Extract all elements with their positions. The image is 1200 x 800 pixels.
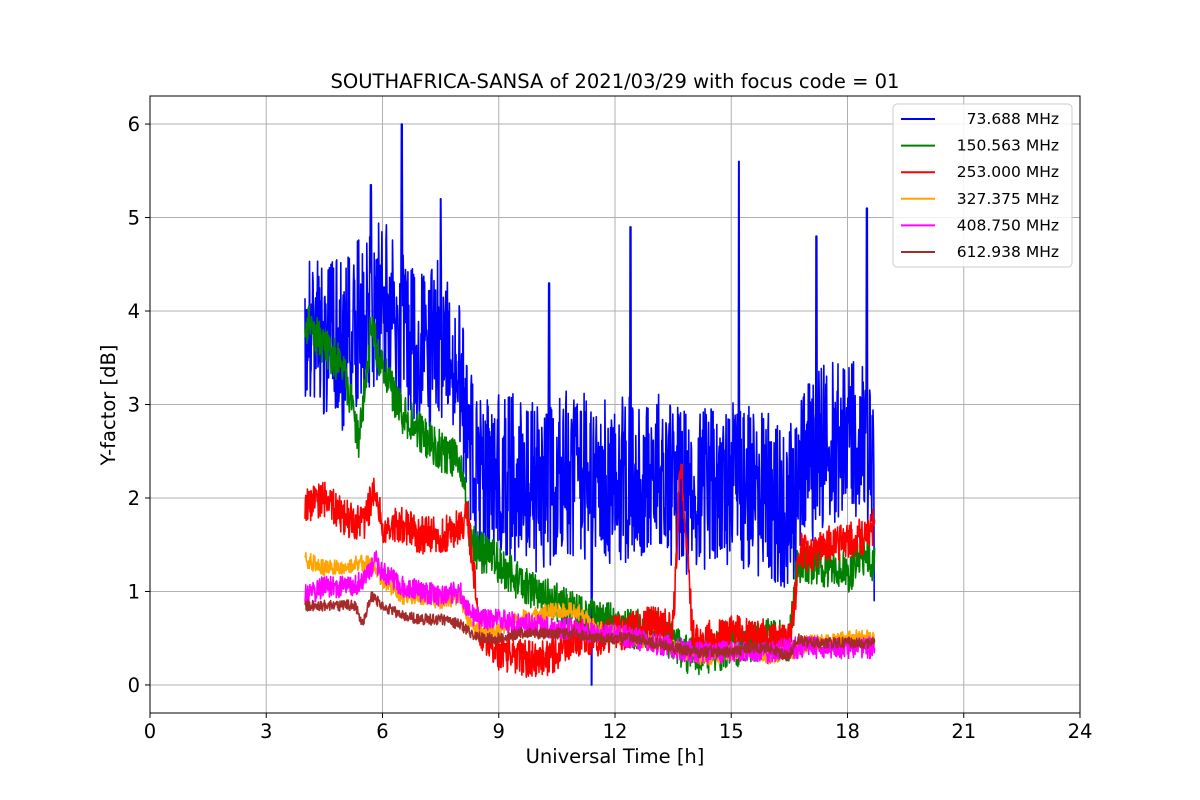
y-axis-label: Y-factor [dB] [97,345,120,467]
y-tick-label: 0 [128,674,140,697]
series-line-0 [304,123,876,686]
series-line-4 [304,550,876,665]
y-tick-label: 2 [128,487,140,510]
x-tick-label: 0 [144,720,156,743]
x-tick-label: 12 [603,720,628,743]
x-tick-label: 18 [835,720,860,743]
x-axis-label: Universal Time [h] [526,745,705,768]
series-line-5 [304,591,876,662]
y-tick-label: 6 [128,113,140,136]
legend-entry-label: 408.750 MHz [957,216,1059,234]
legend-entry-label: 327.375 MHz [957,190,1059,208]
x-tick-label: 15 [719,720,744,743]
legend: 73.688 MHz 150.563 MHz 253.000 MHz 327.375 … [892,103,1073,268]
legend-entry-label: 612.938 MHz [957,243,1059,261]
legend-entry-label: 253.000 MHz [957,163,1059,181]
x-tick-label: 6 [376,720,388,743]
legend-box [892,103,1073,268]
x-tick-label: 24 [1068,720,1093,743]
x-tick-label: 21 [951,720,976,743]
y-tick-label: 4 [128,300,140,323]
x-tick-label: 9 [493,720,505,743]
x-tick-label: 3 [260,720,272,743]
series-layer [304,123,876,686]
chart-title: SOUTHAFRICA-SANSA of 2021/03/29 with foc… [331,70,900,93]
y-tick-label: 3 [128,394,140,417]
y-tick-label: 5 [128,207,140,230]
y-tick-label: 1 [128,580,140,603]
legend-entry-label: 73.688 MHz [967,110,1059,128]
legend-entry-label: 150.563 MHz [957,137,1059,155]
